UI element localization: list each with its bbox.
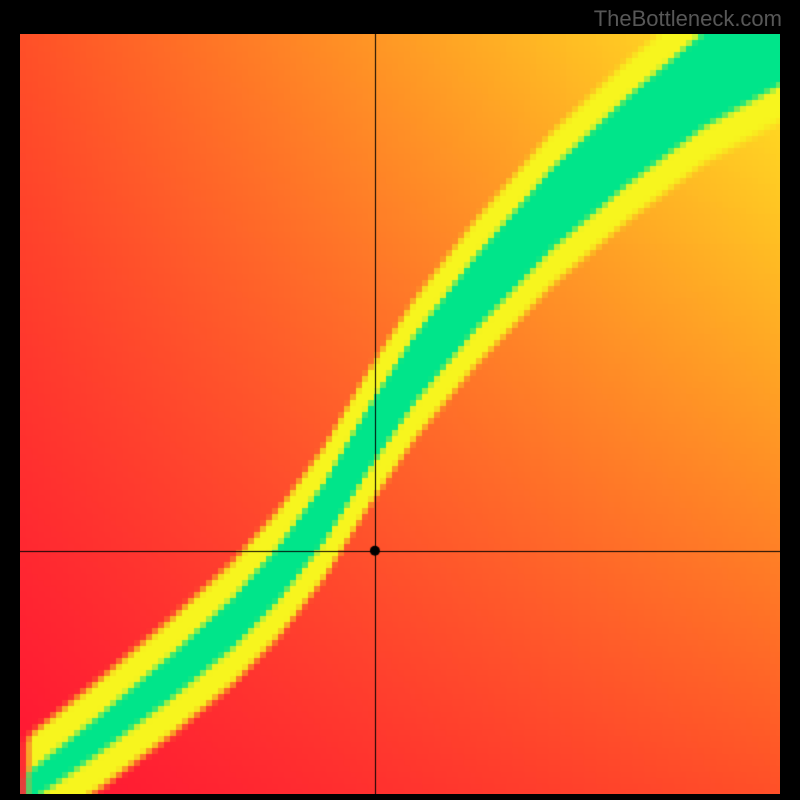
bottleneck-heatmap <box>20 34 780 794</box>
watermark-text: TheBottleneck.com <box>594 6 782 32</box>
